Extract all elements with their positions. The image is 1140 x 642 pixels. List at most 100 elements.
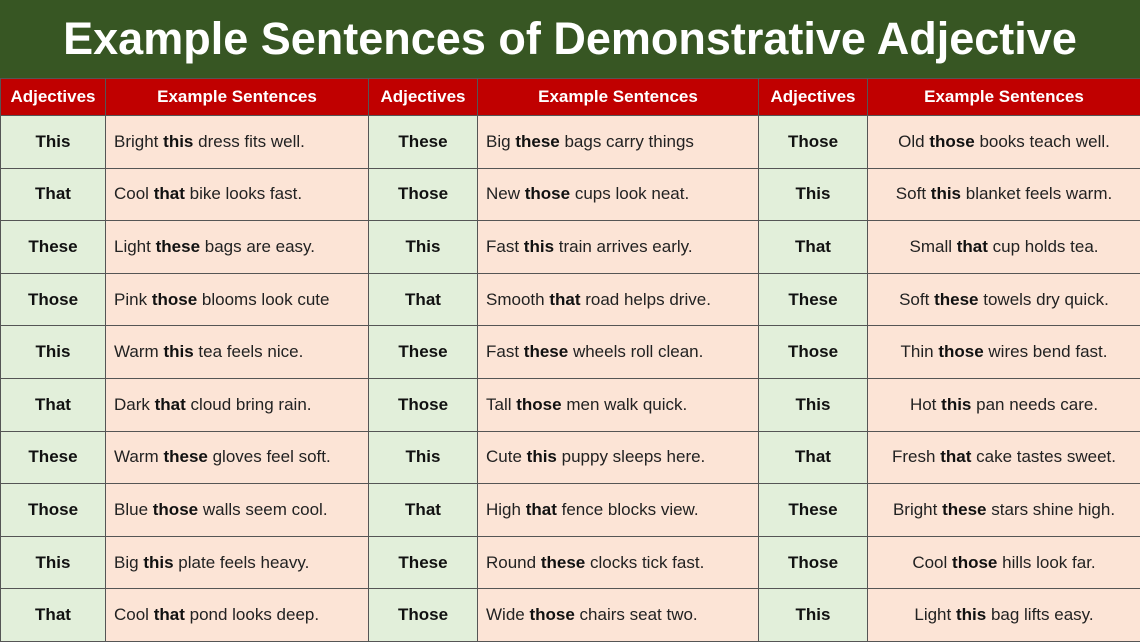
demonstrative-word: those [952, 553, 997, 572]
sentence-start: High [486, 500, 521, 519]
sentence-end: bags are easy. [205, 237, 315, 256]
adjective-cell: Those [1, 484, 106, 537]
column-header: Example Sentences [868, 79, 1140, 116]
demonstrative-word: those [529, 605, 574, 624]
sentence-end: towels dry quick. [983, 290, 1109, 309]
adjective-cell: Those [759, 116, 868, 169]
sentence-end: blooms look cute [202, 290, 330, 309]
column-header: Adjectives [1, 79, 106, 116]
sentence-cell: Wide those chairs seat two. [478, 589, 759, 642]
sentence-end: dress fits well. [198, 132, 305, 151]
demonstrative-word: this [941, 395, 971, 414]
demonstrative-word: these [515, 132, 559, 151]
demonstrative-word: this [527, 447, 557, 466]
adjective-cell: These [369, 326, 478, 379]
adjective-cell: Those [759, 536, 868, 589]
demonstrative-word: those [929, 132, 974, 151]
demonstrative-word: that [549, 290, 580, 309]
demonstrative-word: this [524, 237, 554, 256]
demonstrative-word: that [154, 605, 185, 624]
sentence-cell: Warm this tea feels nice. [106, 326, 369, 379]
sentence-start: Bright [893, 500, 937, 519]
sentence-end: chairs seat two. [580, 605, 698, 624]
sentence-cell: Fresh that cake tastes sweet. [868, 431, 1140, 484]
sentence-cell: Cool those hills look far. [868, 536, 1140, 589]
sentence-start: Old [898, 132, 924, 151]
sentence-end: pan needs care. [976, 395, 1098, 414]
demonstrative-word: those [516, 395, 561, 414]
sentence-end: tea feels nice. [198, 342, 303, 361]
adjective-cell: That [1, 589, 106, 642]
demonstrative-word: those [152, 290, 197, 309]
adjective-cell: This [1, 116, 106, 169]
sentence-end: plate feels heavy. [178, 553, 309, 572]
sentence-cell: Big these bags carry things [478, 116, 759, 169]
sentence-start: Cool [114, 605, 149, 624]
sentence-start: Wide [486, 605, 525, 624]
adjective-cell: Those [369, 378, 478, 431]
sentence-start: Light [914, 605, 951, 624]
sentence-cell: Hot this pan needs care. [868, 378, 1140, 431]
sentence-cell: Bright these stars shine high. [868, 484, 1140, 537]
sentence-start: Small [909, 237, 952, 256]
sentence-cell: Pink those blooms look cute [106, 273, 369, 326]
sentence-start: Warm [114, 342, 159, 361]
adjective-cell: This [759, 378, 868, 431]
sentence-start: Fresh [892, 447, 935, 466]
sentence-end: books teach well. [979, 132, 1109, 151]
sentence-end: pond looks deep. [190, 605, 320, 624]
sentence-start: Hot [910, 395, 936, 414]
sentence-cell: Old those books teach well. [868, 116, 1140, 169]
sentence-start: Light [114, 237, 151, 256]
adjective-cell: This [1, 326, 106, 379]
column-header: Adjectives [759, 79, 868, 116]
sentence-cell: Dark that cloud bring rain. [106, 378, 369, 431]
adjective-cell: This [369, 221, 478, 274]
demonstrative-word: these [163, 447, 207, 466]
sentence-start: Fast [486, 342, 519, 361]
sentence-start: Pink [114, 290, 147, 309]
demonstrative-word: this [956, 605, 986, 624]
column-header: Adjectives [369, 79, 478, 116]
adjective-cell: Those [1, 273, 106, 326]
adjective-cell: These [369, 536, 478, 589]
sentence-cell: Soft these towels dry quick. [868, 273, 1140, 326]
sentence-start: Tall [486, 395, 512, 414]
sentence-start: Blue [114, 500, 148, 519]
sentence-end: train arrives early. [559, 237, 693, 256]
demonstrative-word: this [931, 184, 961, 203]
adjective-cell: This [759, 589, 868, 642]
sentence-cell: Fast these wheels roll clean. [478, 326, 759, 379]
sentence-cell: Warm these gloves feel soft. [106, 431, 369, 484]
sentence-end: cake tastes sweet. [976, 447, 1116, 466]
sentence-cell: Fast this train arrives early. [478, 221, 759, 274]
sentence-cell: Big this plate feels heavy. [106, 536, 369, 589]
adjective-cell: That [1, 378, 106, 431]
sentence-cell: Smooth that road helps drive. [478, 273, 759, 326]
title: Example Sentences of Demonstrative Adjec… [0, 0, 1140, 78]
adjective-cell: Those [759, 326, 868, 379]
sentence-end: bags carry things [564, 132, 693, 151]
demonstrative-word: that [155, 395, 186, 414]
adjective-cell: That [1, 168, 106, 221]
sentence-end: blanket feels warm. [966, 184, 1112, 203]
sentence-end: bike looks fast. [190, 184, 302, 203]
sentence-start: Big [486, 132, 511, 151]
sentence-start: Soft [896, 184, 926, 203]
adjective-cell: These [759, 484, 868, 537]
demonstrative-word: those [938, 342, 983, 361]
demonstrative-word: that [957, 237, 988, 256]
sentence-cell: Cute this puppy sleeps here. [478, 431, 759, 484]
sentence-end: road helps drive. [585, 290, 711, 309]
sentence-start: Warm [114, 447, 159, 466]
sentence-cell: Soft this blanket feels warm. [868, 168, 1140, 221]
adjective-cell: That [369, 273, 478, 326]
